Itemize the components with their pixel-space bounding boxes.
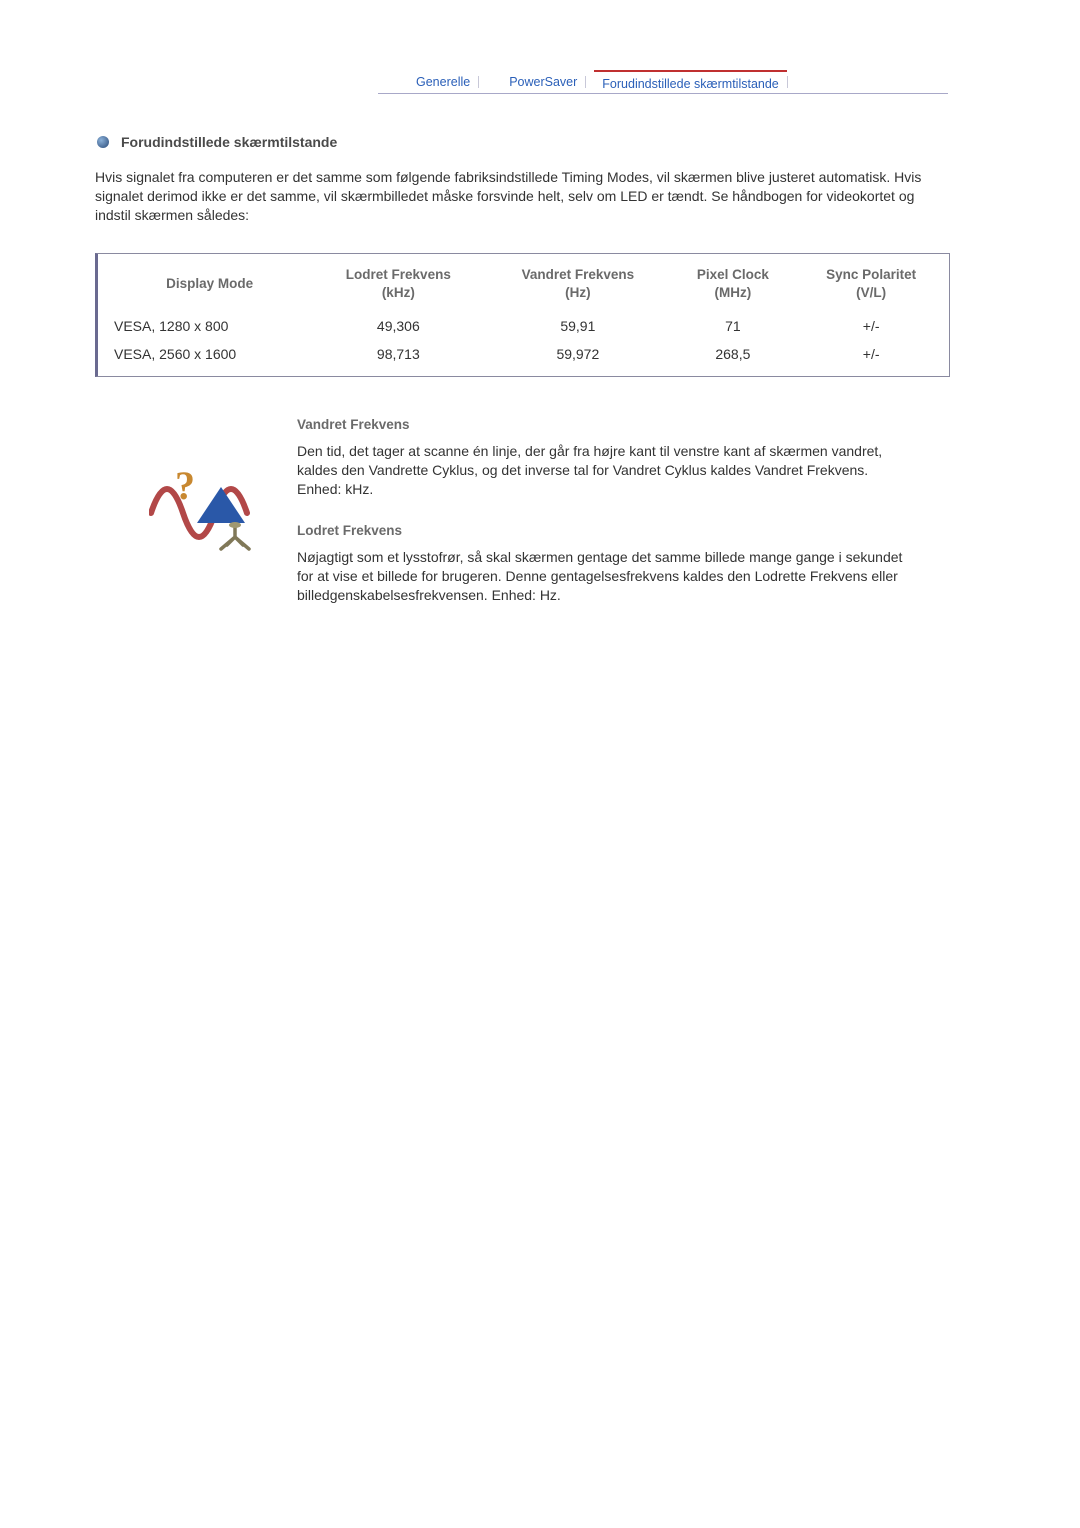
timing-modes-table-wrap: Display Mode Lodret Frekvens (kHz) Vandr… — [95, 253, 950, 377]
cell-vandret: 59,972 — [485, 340, 670, 374]
vandret-frekvens-title: Vandret Frekvens — [297, 417, 910, 432]
tab-divider — [787, 76, 788, 88]
tab-powersaver[interactable]: PowerSaver — [501, 70, 585, 94]
explain-block: ? Vandret Frekvens Den tid, det tager at… — [95, 417, 950, 628]
lodret-frekvens-title: Lodret Frekvens — [297, 523, 910, 538]
cell-sync: +/- — [795, 312, 947, 340]
svg-text:?: ? — [175, 463, 195, 508]
section-heading-row: Forudindstillede skærmtilstande — [95, 134, 950, 150]
tab-divider — [585, 76, 586, 88]
timing-modes-table: Display Mode Lodret Frekvens (kHz) Vandr… — [100, 256, 947, 374]
tab-forudindstillede[interactable]: Forudindstillede skærmtilstande — [594, 70, 786, 94]
vandret-frekvens-body: Den tid, det tager at scanne én linje, d… — [297, 442, 910, 499]
cell-lodret: 49,306 — [311, 312, 485, 340]
table-row: VESA, 1280 x 800 49,306 59,91 71 +/- — [100, 312, 947, 340]
bullet-icon — [97, 136, 109, 148]
lodret-frekvens-body: Nøjagtigt som et lysstofrør, så skal skæ… — [297, 548, 910, 605]
table-header-row: Display Mode Lodret Frekvens (kHz) Vandr… — [100, 256, 947, 312]
cell-pixelclock: 71 — [670, 312, 795, 340]
explain-text: Vandret Frekvens Den tid, det tager at s… — [297, 417, 950, 628]
cell-sync: +/- — [795, 340, 947, 374]
col-lodret-frekvens: Lodret Frekvens (kHz) — [311, 256, 485, 312]
col-vandret-frekvens: Vandret Frekvens (Hz) — [485, 256, 670, 312]
content-area: Forudindstillede skærmtilstande Hvis sig… — [95, 134, 950, 628]
cell-lodret: 98,713 — [311, 340, 485, 374]
tab-bar: Generelle PowerSaver Forudindstillede sk… — [378, 70, 948, 94]
intro-paragraph: Hvis signalet fra computeren er det samm… — [95, 168, 950, 225]
section-title: Forudindstillede skærmtilstande — [121, 134, 337, 150]
col-display-mode: Display Mode — [100, 256, 311, 312]
table-row: VESA, 2560 x 1600 98,713 59,972 268,5 +/… — [100, 340, 947, 374]
tab-generelle[interactable]: Generelle — [408, 70, 478, 94]
cell-pixelclock: 268,5 — [670, 340, 795, 374]
cell-display-mode: VESA, 1280 x 800 — [100, 312, 311, 340]
cell-vandret: 59,91 — [485, 312, 670, 340]
frequency-illustration-icon: ? — [149, 445, 269, 555]
cell-display-mode: VESA, 2560 x 1600 — [100, 340, 311, 374]
col-pixel-clock: Pixel Clock (MHz) — [670, 256, 795, 312]
tab-divider — [478, 76, 479, 88]
col-sync-polaritet: Sync Polaritet (V/L) — [795, 256, 947, 312]
